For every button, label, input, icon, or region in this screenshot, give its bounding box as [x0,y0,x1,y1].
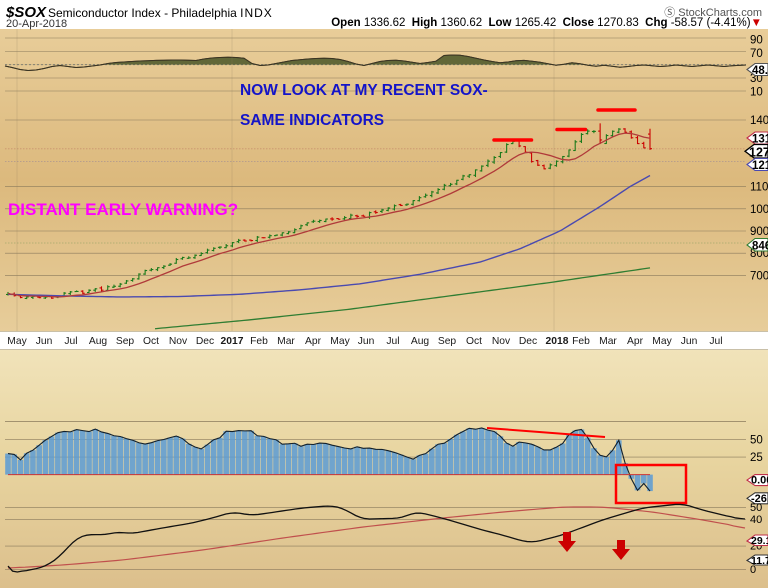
svg-text:1318: 1318 [752,134,768,146]
svg-text:1400: 1400 [750,115,768,127]
svg-text:1100: 1100 [750,182,768,194]
svg-text:1214: 1214 [752,160,768,172]
svg-text:10: 10 [750,87,763,99]
svg-text:700: 700 [750,270,768,282]
svg-text:900: 900 [750,226,768,238]
svg-text:90: 90 [750,35,763,47]
svg-text:846: 846 [752,241,768,253]
svg-text:70: 70 [750,48,763,60]
svg-text:1000: 1000 [750,204,768,216]
svg-text:48.2: 48.2 [752,65,768,77]
svg-text:1270: 1270 [749,146,768,160]
svg-text:SAME INDICATORS: SAME INDICATORS [240,112,384,129]
svg-text:DISTANT EARLY WARNING?: DISTANT EARLY WARNING? [8,200,238,219]
svg-text:NOW LOOK AT MY RECENT SOX-: NOW LOOK AT MY RECENT SOX- [240,82,488,99]
